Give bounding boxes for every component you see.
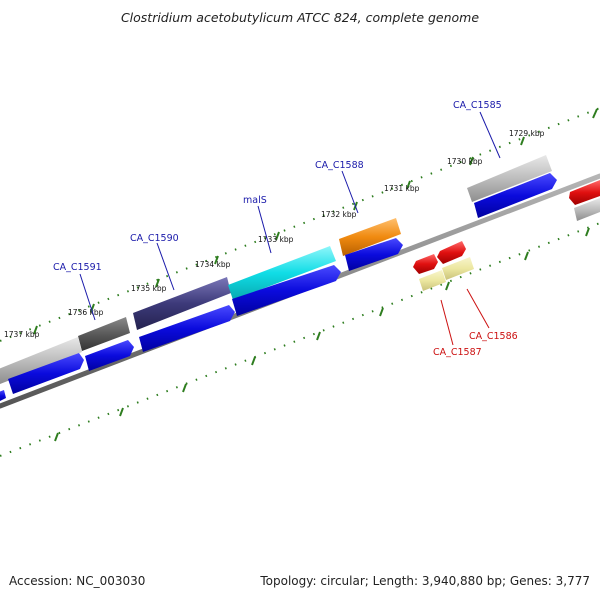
gene-label-ca-c1586[interactable]: CA_C1586	[469, 331, 518, 342]
kbp-label-1729: 1729 kbp	[509, 129, 545, 138]
gene-label-ca-c1588[interactable]: CA_C1588	[315, 160, 364, 171]
accession-text: Accession: NC_003030	[9, 574, 146, 588]
gene-feature-red-right[interactable]	[569, 180, 600, 205]
leader-mals	[257, 205, 272, 254]
outer-scale-ruler	[0, 107, 600, 342]
outer-ruler-major-ticks	[33, 108, 598, 335]
cds-arrow[interactable]	[345, 238, 403, 271]
gene-labels[interactable]: CA_C1585 CA_C1588 malS CA_C1590 CA_C1591…	[53, 100, 518, 358]
gene-feature-ca-c1588[interactable]	[339, 218, 401, 256]
cds-arrow[interactable]	[0, 390, 6, 402]
cds-arrow[interactable]	[85, 340, 134, 371]
gene-feature-gray-left[interactable]	[0, 337, 82, 384]
kbp-label-1731: 1731 kbp	[384, 184, 420, 193]
reverse-gene-features[interactable]	[413, 241, 474, 291]
gene-feature-ca-c1585[interactable]	[467, 155, 552, 202]
cds-arrow[interactable]	[232, 265, 341, 316]
leader-ca-c1587	[440, 299, 454, 346]
kbp-label-1735: 1735 kbp	[131, 284, 167, 293]
leader-ca-c1591	[79, 273, 96, 321]
kbp-label-1730: 1730 kbp	[447, 157, 483, 166]
leader-ca-c1585	[479, 111, 501, 159]
kbp-label-1734: 1734 kbp	[195, 260, 231, 269]
kbp-label-1732: 1732 kbp	[321, 210, 357, 219]
gene-feature-ca-c1587-khaki[interactable]	[419, 270, 446, 291]
gene-feature-gray-right[interactable]	[574, 198, 600, 221]
leader-ca-c1586	[466, 288, 490, 329]
kbp-label-1737: 1737 kbp	[4, 330, 40, 339]
forward-gene-features[interactable]	[0, 155, 600, 384]
gene-label-ca-c1585[interactable]: CA_C1585	[453, 100, 502, 111]
inner-ruler-major-ticks	[54, 227, 590, 442]
gene-feature-ca-c1586-khaki[interactable]	[442, 257, 474, 280]
gene-feature-ca-c1586-red[interactable]	[437, 241, 466, 264]
cds-arrow[interactable]	[474, 173, 557, 218]
gene-label-mals[interactable]: malS	[243, 195, 267, 206]
gene-label-ca-c1591[interactable]: CA_C1591	[53, 262, 102, 273]
gene-feature-ca-c1590[interactable]	[133, 277, 231, 330]
genome-title: Clostridium acetobutylicum ATCC 824, com…	[120, 10, 480, 25]
gene-leader-lines	[79, 111, 501, 346]
gene-label-ca-c1587[interactable]: CA_C1587	[433, 347, 482, 358]
cds-arrow[interactable]	[139, 305, 235, 352]
leader-ca-c1590	[156, 242, 175, 291]
cds-arrow[interactable]	[8, 353, 84, 394]
gene-feature-darkgray[interactable]	[78, 317, 130, 351]
gene-feature-mals[interactable]	[228, 246, 336, 300]
gene-feature-ca-c1587-red[interactable]	[413, 254, 438, 274]
inner-ruler-dots	[0, 222, 600, 457]
kbp-label-1733: 1733 kbp	[258, 235, 294, 244]
outer-ruler-dots	[0, 107, 600, 342]
kbp-labels: 1729 kbp 1730 kbp 1731 kbp 1732 kbp 1733…	[4, 129, 545, 339]
leader-ca-c1588	[341, 170, 359, 214]
forward-cds-arrows[interactable]	[0, 173, 557, 402]
kbp-label-1736: 1736 kbp	[68, 308, 104, 317]
gene-label-ca-c1590[interactable]: CA_C1590	[130, 233, 179, 244]
genome-summary-text: Topology: circular; Length: 3,940,880 bp…	[260, 574, 590, 588]
inner-scale-ruler	[0, 222, 600, 457]
